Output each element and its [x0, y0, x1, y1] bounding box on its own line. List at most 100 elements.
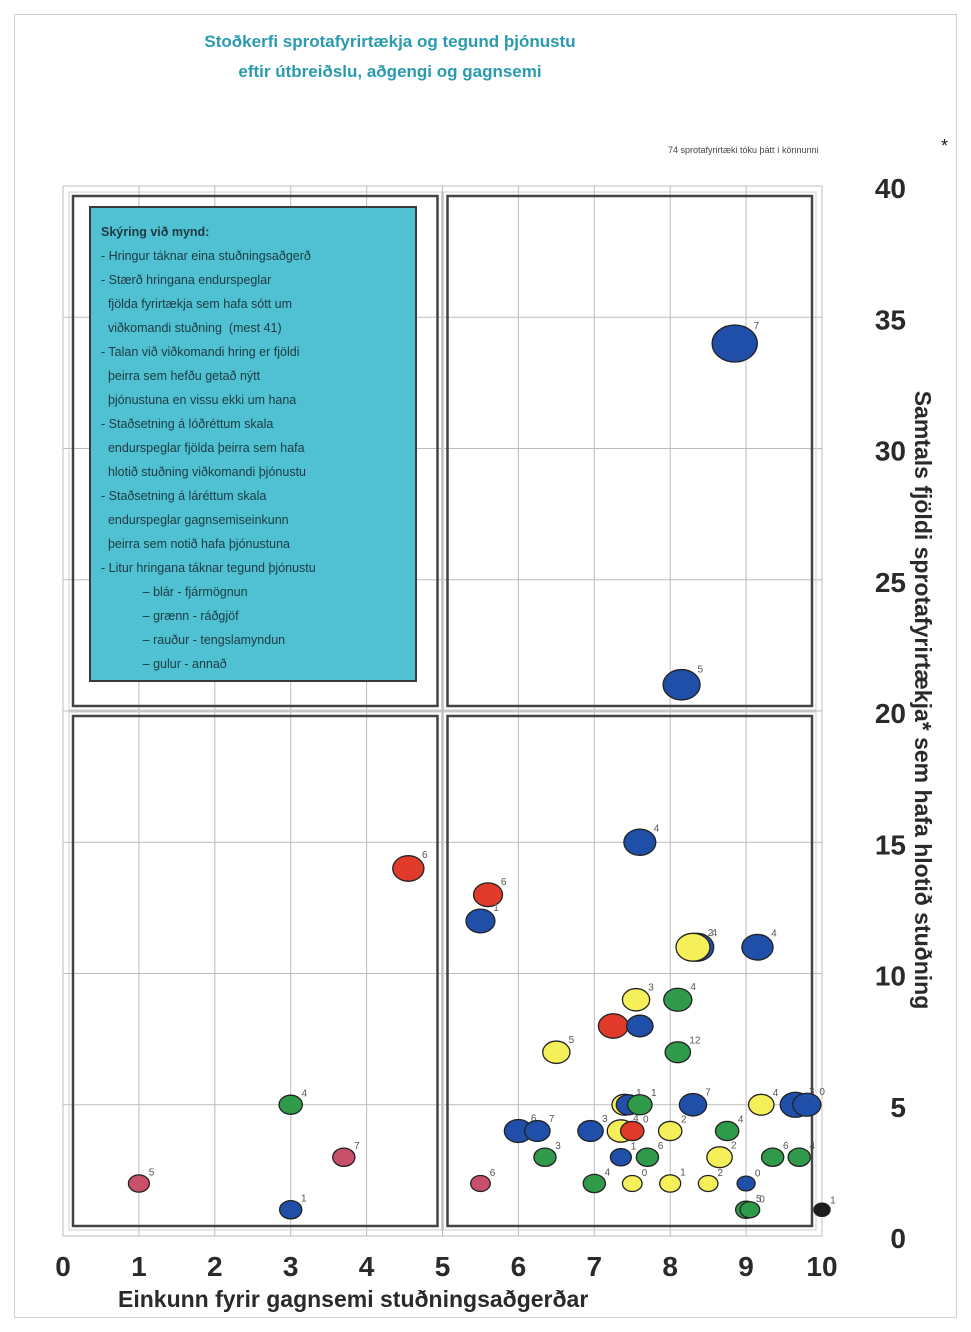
- legend-line: – gulur - annað: [101, 657, 227, 671]
- bubble-label: 4: [773, 1088, 779, 1099]
- bubble-label: 5: [756, 1194, 762, 1205]
- bubble-label: 6: [490, 1168, 496, 1179]
- bubble-label: 5: [149, 1168, 155, 1179]
- bubble-label: 6: [658, 1141, 664, 1152]
- bubble-yellow: [621, 987, 651, 1012]
- bubble-label: 7: [754, 321, 760, 332]
- bubble-green: [626, 1094, 653, 1116]
- legend-heading: Skýring við mynd:: [101, 225, 210, 239]
- bubble-pink: [470, 1174, 491, 1193]
- bubble-pink: [127, 1174, 151, 1193]
- bubble-label: 7: [354, 1141, 360, 1152]
- legend-line: endurspeglar fjölda þeirra sem hafa: [101, 441, 305, 455]
- legend-line: - Stærð hringana endurspeglar: [101, 273, 272, 287]
- bubble-label: 2: [718, 1168, 724, 1179]
- legend-line: - Talan við viðkomandi hring er fjöldi: [101, 345, 300, 359]
- bubble-label: 1: [651, 1088, 657, 1099]
- bubble-label: 2: [681, 1115, 687, 1126]
- bubble-label: 6: [422, 850, 428, 861]
- legend-line: – blár - fjármögnun: [101, 585, 248, 599]
- legend-line: þjónustuna en vissu ekki um hana: [101, 393, 297, 407]
- bubble-label: 4: [810, 1141, 816, 1152]
- bubble-blue: [609, 1148, 632, 1167]
- y-tick-label: 40: [875, 173, 906, 204]
- bubble-label: 5: [697, 665, 703, 676]
- bubble-label: 4: [605, 1167, 611, 1178]
- x-tick-label: 7: [587, 1251, 603, 1282]
- legend-line: – rauður - tengslamyndun: [101, 633, 286, 647]
- bubble-pink: [332, 1147, 356, 1168]
- x-tick-label: 5: [435, 1251, 451, 1282]
- bubble-yellow: [697, 1174, 719, 1193]
- bubble-yellow: [659, 1174, 682, 1193]
- bubble-blue: [465, 908, 496, 934]
- quadrant-box-outer: [68, 191, 442, 711]
- bubble-black: [813, 1202, 831, 1218]
- bubble-label: 0: [755, 1169, 761, 1180]
- quadrant-box: [446, 194, 814, 708]
- bubble-yellow: [621, 1174, 643, 1193]
- chart-title-line1: Stoðkerfi sprotafyrirtækja og tegund þjó…: [204, 32, 576, 51]
- y-tick-label: 25: [875, 567, 906, 598]
- legend-line: - Litur hringana táknar tegund þjónustu: [101, 561, 316, 575]
- quadrant-box-outer: [68, 711, 442, 1231]
- bubble-yellow: [657, 1120, 683, 1142]
- bubble-blue: [678, 1092, 708, 1117]
- bubble-label: 5: [569, 1035, 575, 1046]
- quadrant-box-outer: [443, 191, 817, 711]
- participants-note: 74 sprotafyrirtæki tóku þátt í könnunni: [668, 145, 819, 155]
- bubble-label: 4: [633, 1114, 639, 1125]
- bubble-blue: [577, 1119, 604, 1143]
- bubble-yellow: [542, 1040, 571, 1065]
- bubble-label: 1: [301, 1194, 307, 1205]
- legend-line: þeirra sem hefðu getað nýtt: [101, 369, 261, 383]
- quadrant-box: [71, 194, 439, 708]
- bubble-blue: [524, 1119, 551, 1143]
- bubble-green: [663, 987, 693, 1012]
- bubble-blue: [711, 324, 758, 363]
- x-tick-label: 3: [283, 1251, 299, 1282]
- bubble-blue: [741, 933, 774, 961]
- bubble-label: 0: [643, 1115, 649, 1126]
- bubble-label: 4: [711, 928, 717, 939]
- legend-line: viðkomandi stuðning (mest 41): [101, 321, 282, 335]
- x-tick-label: 1: [131, 1251, 147, 1282]
- bubble-label: 4: [738, 1115, 744, 1126]
- x-tick-label: 8: [662, 1251, 678, 1282]
- bubble-red: [472, 882, 504, 908]
- bubble-green: [787, 1147, 811, 1168]
- quadrant-box-outer: [443, 711, 817, 1231]
- bubble-label: 4: [690, 982, 696, 993]
- x-tick-label: 4: [359, 1251, 375, 1282]
- y-tick-label: 0: [890, 1223, 906, 1254]
- bubble-yellow: [747, 1093, 775, 1116]
- bubble-label: 4: [654, 823, 660, 834]
- x-tick-label: 2: [207, 1251, 223, 1282]
- y-tick-label: 30: [875, 436, 906, 467]
- bubble-label: 0: [759, 1194, 765, 1205]
- legend-line: fjölda fyrirtækja sem hafa sótt um: [101, 297, 293, 311]
- bubble-label: 1: [680, 1168, 686, 1179]
- bubble-label: 1: [493, 903, 499, 914]
- x-tick-label: 0: [55, 1251, 71, 1282]
- footnote-star: *: [941, 136, 949, 156]
- x-tick-label: 9: [738, 1251, 754, 1282]
- bubble-label: 1: [636, 1088, 642, 1099]
- bubble-label: 6: [531, 1113, 537, 1124]
- x-tick-label: 6: [511, 1251, 527, 1282]
- bubble-label: 1: [631, 1141, 637, 1152]
- legend-box: Skýring við mynd: - Hringur táknar eina …: [89, 206, 417, 682]
- y-axis-label: Samtals fjöldi sprotafyrirtækja* sem haf…: [910, 390, 936, 1010]
- y-tick-label: 5: [890, 1092, 906, 1123]
- legend-lines: - Hringur táknar eina stuðningsaðgerð - S…: [101, 244, 405, 676]
- bubble-label: 2: [731, 1140, 737, 1151]
- bubble-green: [533, 1147, 557, 1168]
- bubble-blue: [792, 1092, 822, 1117]
- quadrant-box: [446, 714, 814, 1228]
- bubble-yellow: [675, 932, 711, 962]
- x-axis-label: Einkunn fyrir gagnsemi stuðningsaðgerðar: [118, 1286, 589, 1312]
- quadrant-box: [71, 714, 439, 1228]
- bubble-green: [739, 1201, 761, 1219]
- bubble-label: 6: [501, 877, 507, 888]
